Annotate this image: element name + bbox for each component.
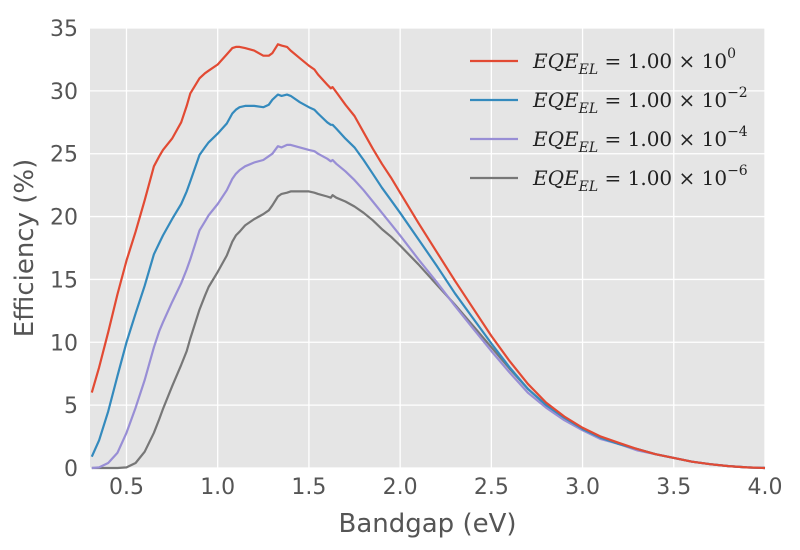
grid bbox=[90, 27, 766, 469]
x-tick-label: 2.5 bbox=[474, 475, 509, 500]
y-tick-label: 5 bbox=[64, 394, 78, 419]
legend-entry: EQEEL = 1.00 × 10−6 bbox=[470, 163, 748, 195]
x-tick-label: 4.0 bbox=[748, 475, 783, 500]
legend-label: EQEEL = 1.00 × 10−2 bbox=[532, 85, 748, 117]
y-axis-label: Efficiency (%) bbox=[10, 159, 40, 338]
y-tick-label: 25 bbox=[50, 143, 78, 168]
y-tick-label: 20 bbox=[50, 206, 78, 231]
legend: EQEEL = 1.00 × 100 EQEEL = 1.00 × 10−2 EQE… bbox=[470, 46, 748, 195]
x-tick-label: 1.0 bbox=[200, 475, 235, 500]
x-tick-label: 2.0 bbox=[383, 475, 418, 500]
legend-entry: EQEEL = 1.00 × 10−4 bbox=[470, 124, 748, 156]
x-tick-label: 3.0 bbox=[565, 475, 600, 500]
series-lines bbox=[90, 43, 766, 470]
legend-label: EQEEL = 1.00 × 10−6 bbox=[532, 163, 748, 195]
legend-label: EQEEL = 1.00 × 10−4 bbox=[532, 124, 748, 156]
x-tick-label: 3.5 bbox=[656, 475, 691, 500]
y-tick-label: 35 bbox=[50, 17, 78, 42]
legend-entry: EQEEL = 1.00 × 10−2 bbox=[470, 85, 748, 117]
x-axis-label: Bandgap (eV) bbox=[338, 509, 516, 539]
legend-entry: EQEEL = 1.00 × 100 bbox=[470, 46, 736, 78]
y-tick-label: 0 bbox=[64, 457, 78, 482]
y-tick-label: 10 bbox=[50, 331, 78, 356]
x-tick-label: 1.5 bbox=[291, 475, 326, 500]
y-tick-label: 15 bbox=[50, 268, 78, 293]
x-tick-label: 0.5 bbox=[109, 475, 144, 500]
y-tick-label: 30 bbox=[50, 80, 78, 105]
legend-label: EQEEL = 1.00 × 100 bbox=[532, 46, 736, 78]
series-line bbox=[91, 143, 766, 470]
plot-area bbox=[90, 28, 765, 468]
x-tick-labels: 0.5 1.0 1.5 2.0 2.5 3.0 3.5 4.0 bbox=[109, 475, 783, 500]
y-tick-labels: 0 5 10 15 20 25 30 35 bbox=[50, 17, 78, 482]
series-line bbox=[90, 43, 766, 470]
